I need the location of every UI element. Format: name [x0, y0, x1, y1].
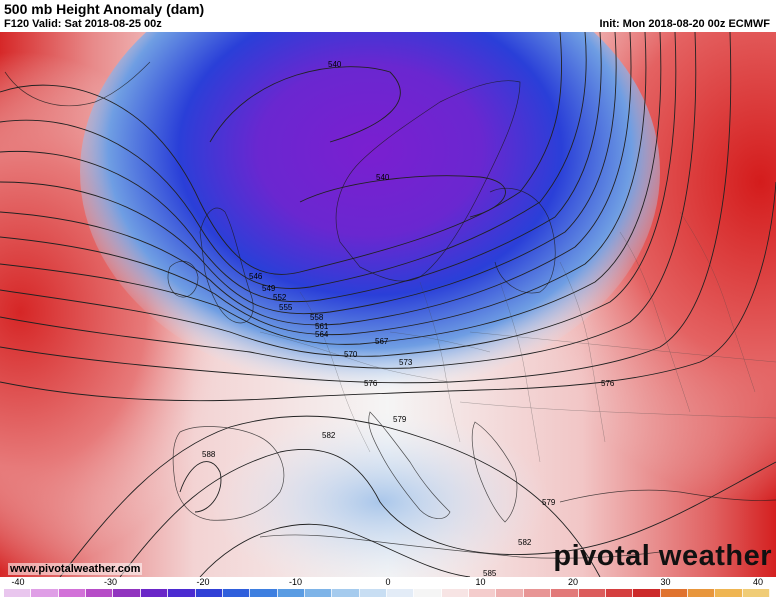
contour-540-north: [209, 66, 401, 143]
website-url: www.pivotalweather.com: [8, 563, 143, 575]
colorbar-cell: [250, 589, 278, 597]
colorbar-cell: [605, 589, 634, 597]
contour-582: [119, 449, 776, 577]
contour-567: [0, 32, 677, 357]
colorbar-cell: [31, 589, 59, 597]
colorbar-cell: [551, 589, 579, 597]
contour-label: 561: [315, 322, 329, 331]
colorbar-cell: [387, 589, 415, 597]
colorbar-cell: [742, 589, 771, 597]
contour-564: [0, 32, 662, 345]
colorbar-cell: [660, 589, 688, 597]
colorbar-cell: [578, 589, 606, 597]
colorbar-cell: [687, 589, 716, 597]
colorbar-cell: [496, 589, 524, 597]
contour-labels: 540 540 546 549 552 555 558 561 564 567 …: [202, 60, 615, 577]
colorbar-cell: [195, 589, 223, 597]
contour-585: [199, 523, 471, 577]
height-contours: [0, 32, 776, 577]
map-title: 500 mb Height Anomaly (dam): [4, 1, 205, 17]
colorbar-ticks: -40 -30 -20 -10 0 10 20 30 40: [0, 577, 776, 588]
colorbar: -40 -30 -20 -10 0 10 20 30 40: [0, 577, 776, 600]
colorbar-cell: [140, 589, 169, 597]
ireland-coast: [167, 260, 199, 298]
anomaly-map-svg: 540 540 546 549 552 555 558 561 564 567 …: [0, 32, 776, 577]
contour-579: [59, 415, 601, 577]
contour-label: 579: [393, 415, 407, 424]
contour-label: 585: [483, 569, 497, 577]
colorbar-cell: [332, 589, 360, 597]
colorbar-tick-label: -20: [196, 577, 210, 587]
scandinavia-coast: [335, 80, 521, 282]
contour-576: [0, 181, 776, 402]
contour-label: 582: [518, 538, 532, 547]
contour-label: 582: [322, 431, 336, 440]
contour-label: 555: [279, 303, 293, 312]
contour-552: [0, 32, 602, 303]
init-time-label: Init: Mon 2018-08-20 00z ECMWF: [599, 18, 770, 30]
contour-558: [0, 32, 632, 326]
colorbar-cell: [168, 589, 196, 597]
contour-label: 546: [249, 272, 263, 281]
contour-555: [0, 32, 617, 315]
contour-561: [0, 32, 647, 336]
iberia-coast: [172, 426, 285, 521]
contour-573: [0, 32, 732, 384]
valid-time-label: F120 Valid: Sat 2018-08-25 00z: [4, 18, 162, 30]
contour-588: [179, 461, 222, 513]
contour-label: 540: [376, 173, 390, 182]
contour-label: 579: [542, 498, 556, 507]
north-africa-coast: [259, 534, 661, 559]
contour-label: 567: [375, 337, 389, 346]
colorbar-cell: [715, 589, 743, 597]
colorbar-cell: [359, 589, 388, 597]
colorbar-cell: [414, 589, 442, 597]
colorbar-cell: [633, 589, 661, 597]
contour-label: 576: [601, 379, 615, 388]
baltic-coast: [489, 188, 556, 294]
colorbar-cell: [469, 589, 497, 597]
colorbar-tick-label: 40: [752, 577, 764, 587]
colorbar-tick-label: -30: [103, 577, 118, 587]
contour-label: 588: [202, 450, 216, 459]
colorbar-tick-label: -40: [11, 577, 25, 587]
colorbar-cell: [58, 589, 87, 597]
contour-549: [0, 32, 587, 289]
great-britain-coast: [199, 207, 254, 324]
contour-label: 552: [273, 293, 287, 302]
contour-label: 576: [364, 379, 378, 388]
iceland-coast: [4, 61, 151, 107]
colorbar-cell: [277, 589, 305, 597]
colorbar-cell: [441, 589, 470, 597]
colorbar-tick-label: 30: [660, 577, 671, 587]
anomaly-map: 540 540 546 549 552 555 558 561 564 567 …: [0, 32, 776, 577]
colorbar-tick-label: 20: [567, 577, 579, 587]
colorbar-cell: [4, 589, 32, 597]
colorbar-cell: [86, 589, 114, 597]
colorbar-cell: [304, 589, 333, 597]
contour-label: 558: [310, 313, 324, 322]
contour-546: [0, 32, 563, 275]
colorbar-cell: [222, 589, 251, 597]
turkey-coast: [559, 489, 776, 503]
colorbar-cell: [113, 589, 141, 597]
contour-label: 573: [399, 358, 413, 367]
brand-logo: pivotal weather: [553, 540, 772, 572]
coastlines: [4, 61, 776, 559]
northern-low-anomaly: [80, 32, 660, 392]
colorbar-tick-label: 0: [385, 577, 391, 587]
contour-540-scandinavia: [299, 175, 506, 218]
italy-coast: [368, 411, 451, 519]
colorbar-cell: [523, 589, 552, 597]
contour-label: 549: [262, 284, 276, 293]
contour-label: 570: [344, 350, 358, 359]
contour-label: 540: [328, 60, 342, 69]
balkans-coast: [471, 421, 518, 523]
colorbar-tick-label: 10: [475, 577, 486, 587]
contour-570: [0, 32, 697, 369]
contour-label: 564: [315, 330, 329, 339]
colorbar-tick-label: -10: [288, 577, 303, 587]
colorbar-bar: [4, 589, 771, 597]
